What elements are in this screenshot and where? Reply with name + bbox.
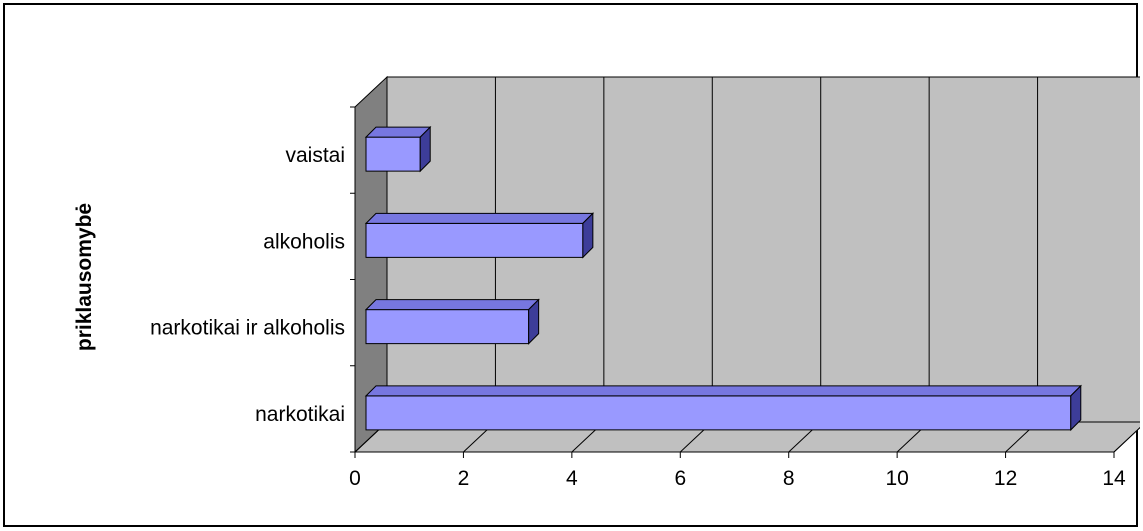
floor-gridline	[1113, 426, 1140, 453]
bar-front	[365, 136, 421, 172]
bar-top	[364, 385, 1082, 397]
bar-chart: 0 2 4 6 8 10 12 14 narkotikai narkotikai ir alko…	[73, 75, 1140, 490]
bar-side	[528, 298, 540, 345]
bar-top	[364, 126, 432, 138]
bar-side	[419, 125, 431, 173]
x-tick-label: 4	[566, 467, 578, 490]
x-tick-label: 10	[885, 467, 908, 490]
bar-side	[1070, 384, 1082, 432]
x-tick-label: 2	[458, 467, 470, 490]
x-tick-label: 12	[994, 467, 1017, 490]
bar	[364, 125, 432, 173]
category-label: alkoholis	[263, 230, 345, 253]
x-tick-label: 8	[783, 467, 795, 490]
bar-side	[582, 212, 594, 259]
category-label: narkotikai	[255, 403, 345, 426]
bar-top	[364, 299, 540, 311]
x-tick-label: 6	[674, 467, 686, 490]
category-label: vaistai	[285, 144, 345, 167]
bar-top	[364, 212, 595, 224]
category-label: narkotikai ir alkoholis	[150, 317, 345, 340]
chart-frame: 0 2 4 6 8 10 12 14 narkotikai narkotikai ir alko…	[3, 3, 1140, 527]
bar-front	[365, 309, 530, 345]
bar	[364, 212, 595, 259]
y-axis-title: priklausomybė	[73, 203, 96, 351]
x-tick-label: 14	[1102, 467, 1126, 490]
bar-front	[365, 222, 584, 258]
bar	[364, 298, 540, 345]
x-tick-label: 0	[349, 467, 361, 490]
bar-front	[365, 395, 1072, 431]
bar	[364, 384, 1082, 432]
